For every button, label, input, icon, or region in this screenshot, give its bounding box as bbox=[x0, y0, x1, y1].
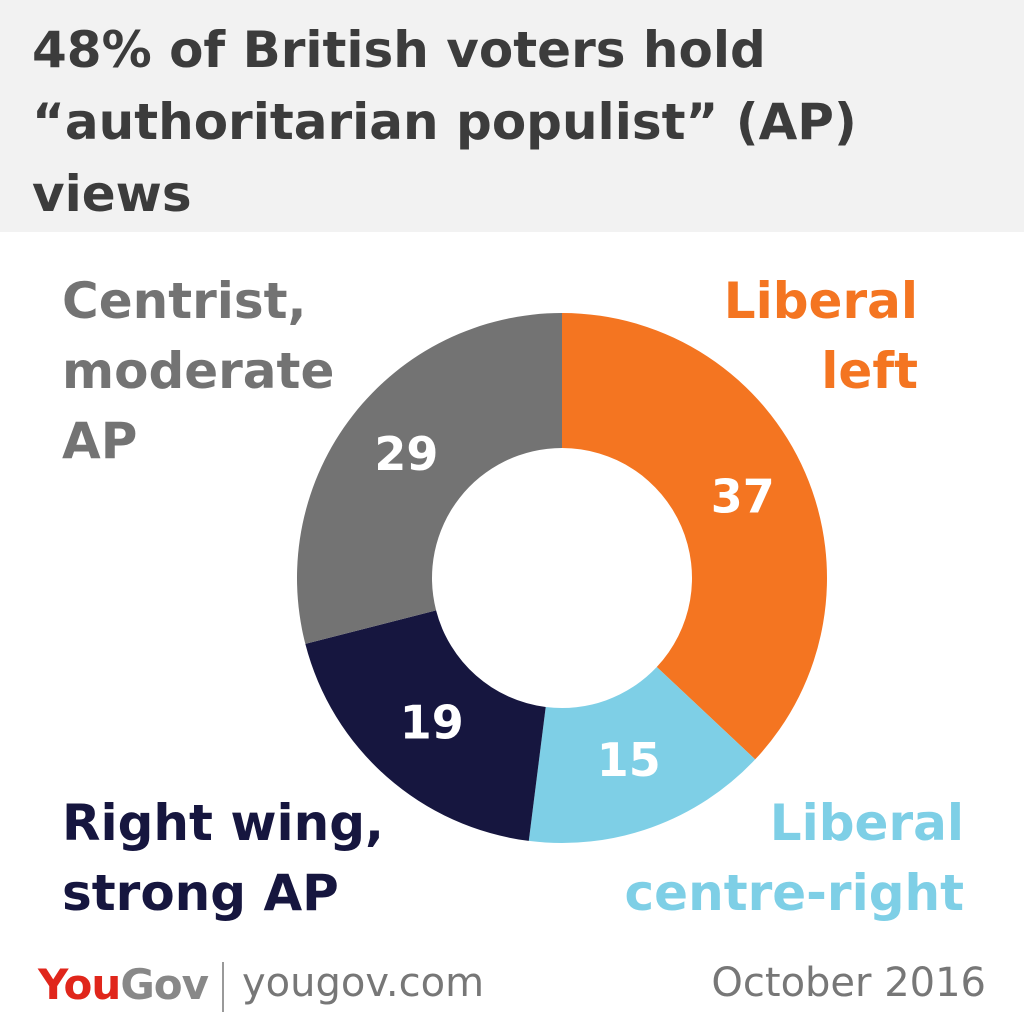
donut-segment bbox=[528, 666, 756, 843]
logo-gov: Gov bbox=[120, 960, 209, 1009]
title-band bbox=[0, 0, 1024, 232]
logo-you: You bbox=[38, 960, 121, 1009]
donut-segment bbox=[305, 610, 546, 841]
value-label: 15 bbox=[597, 733, 661, 787]
category-label: Liberal centre-right bbox=[624, 794, 964, 922]
logo: YouGov bbox=[38, 960, 209, 1009]
date: October 2016 bbox=[711, 960, 986, 1006]
value-label: 37 bbox=[711, 469, 775, 523]
category-label: Liberal left bbox=[723, 272, 918, 400]
donut-segment bbox=[562, 313, 827, 760]
donut-segment bbox=[296, 313, 562, 644]
category-label: Right wing, strong AP bbox=[62, 794, 385, 922]
category-label: Centrist, moderate AP bbox=[62, 272, 335, 470]
site: yougov.com bbox=[242, 960, 485, 1006]
chart-title: 48% of British voters hold “authoritaria… bbox=[32, 21, 857, 223]
divider bbox=[222, 962, 224, 1012]
value-label: 29 bbox=[374, 427, 438, 481]
value-label: 19 bbox=[400, 695, 464, 749]
